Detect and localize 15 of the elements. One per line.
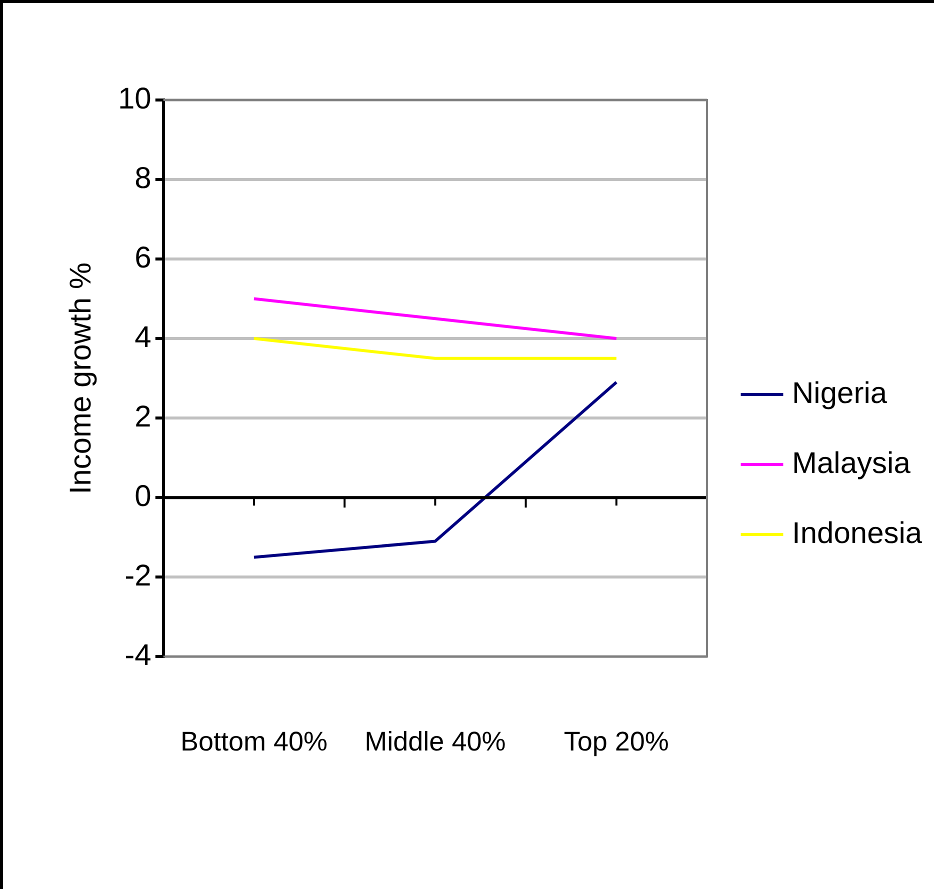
- y-tick-label: -4: [124, 638, 152, 672]
- y-tick-label: 10: [118, 82, 152, 116]
- x-tick-label: Middle 40%: [364, 726, 506, 756]
- y-tick-label: 0: [134, 480, 152, 513]
- legend-label: Malaysia: [792, 446, 911, 480]
- x-tick-label: Bottom 40%: [180, 726, 328, 756]
- y-axis-title: Income growth %: [64, 262, 98, 494]
- y-tick-label: -2: [124, 559, 152, 592]
- y-tick-label: 6: [134, 241, 152, 274]
- y-tick-label: 8: [134, 162, 152, 195]
- legend-label: Indonesia: [792, 516, 922, 550]
- y-tick-label: 2: [134, 400, 152, 434]
- y-tick-label: 4: [134, 320, 152, 354]
- x-tick-label: Top 20%: [564, 726, 669, 756]
- legend-label: Nigeria: [792, 376, 888, 410]
